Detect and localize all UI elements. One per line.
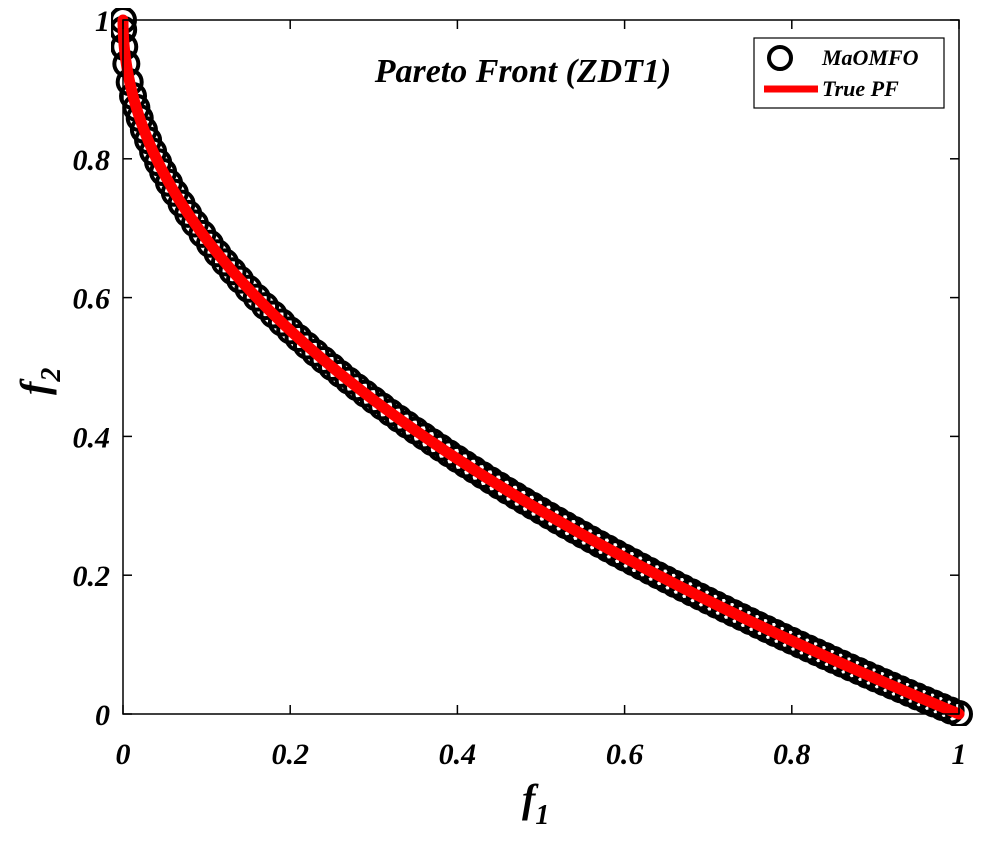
maomfo-point [276, 316, 305, 345]
plot-area [123, 20, 959, 714]
maomfo-point [210, 248, 239, 277]
y-axis-label: f2 [12, 368, 67, 395]
x-tick-label: 0 [116, 738, 131, 771]
x-tick-label: 0.8 [773, 738, 811, 771]
maomfo-point [267, 308, 296, 337]
y-axis-label-sub: 2 [36, 368, 67, 383]
true-pf-line-group [117, 14, 965, 720]
legend: MaOMFO True PF [753, 37, 945, 109]
y-tick-label: 0.8 [73, 144, 111, 177]
maomfo-point [234, 274, 263, 303]
x-tick-label: 1 [952, 738, 967, 771]
maomfo-point [301, 338, 330, 367]
axes-frame [122, 19, 960, 715]
maomfo-point [226, 265, 255, 294]
axis-ticks [122, 19, 960, 715]
y-axis-label-base: f [12, 378, 57, 395]
legend-maomfo-marker [767, 45, 793, 71]
chart-title: Pareto Front (ZDT1) [374, 53, 672, 90]
maomfo-point [218, 257, 247, 286]
axis-tick-labels: 0 0.2 0.4 0.6 0.8 1 0 0.2 0.4 0.6 0.8 1 [73, 5, 967, 771]
x-tick-label: 0.2 [271, 738, 309, 771]
maomfo-point [326, 359, 355, 388]
maomfo-point [242, 283, 271, 312]
maomfo-point [309, 345, 338, 374]
y-tick-label: 0.4 [73, 421, 111, 454]
y-tick-label: 0.6 [73, 283, 111, 316]
true-pf-line [117, 14, 965, 720]
x-tick-label: 0.4 [439, 738, 477, 771]
x-tick-label: 0.6 [606, 738, 644, 771]
x-axis-label-sub: 1 [535, 800, 549, 831]
maomfo-point [259, 300, 288, 329]
x-axis-label-base: f [522, 776, 539, 821]
legend-true-pf-label: True PF [822, 76, 899, 101]
x-axis-label: f1 [522, 776, 549, 831]
maomfo-point [318, 353, 346, 381]
legend-maomfo-label: MaOMFO [821, 45, 919, 70]
y-tick-label: 0.2 [73, 560, 111, 593]
y-tick-label: 1 [95, 5, 110, 38]
maomfo-point [251, 292, 280, 321]
y-tick-label: 0 [95, 699, 110, 732]
maomfo-point [292, 331, 321, 360]
maomfo-point [284, 324, 313, 353]
